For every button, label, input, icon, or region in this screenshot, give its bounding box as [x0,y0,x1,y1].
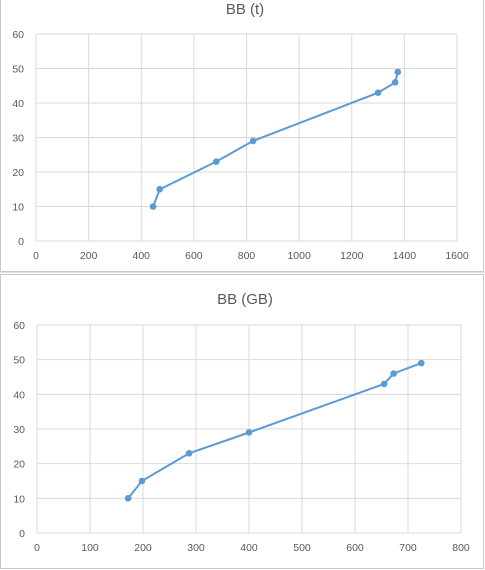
y-tick-label: 60 [13,320,25,332]
x-tick-label: 1400 [393,250,417,262]
data-point [245,429,253,436]
y-tick-label: 20 [13,459,25,471]
y-tick-label: 40 [13,389,25,401]
x-tick-label: 800 [238,250,256,262]
data-point [380,380,388,388]
y-tick-label: 30 [13,424,25,436]
x-tick-label: 200 [134,542,152,554]
x-tick-label: 400 [132,250,150,262]
x-tick-label: 600 [185,250,203,262]
data-point [124,495,132,502]
data-point [417,359,425,367]
x-tick-label: 1200 [340,250,364,262]
y-tick-label: 10 [13,493,25,505]
y-tick-label: 50 [13,355,25,367]
data-point [156,185,163,193]
y-tick-label: 30 [12,133,24,145]
data-point [374,89,382,96]
series-line [152,71,399,207]
x-tick-label: 200 [80,250,98,262]
x-tick-label: 700 [399,542,417,554]
x-tick-label: 0 [34,542,40,554]
sheet-gridline [0,272,485,273]
data-point [149,203,157,210]
series-line [127,362,422,499]
chart-bb-t[interactable]: BB (t) 0 10 20 30 40 50 60 0 200 400 600 800 1000 120… [0,0,484,272]
data-point [185,449,193,457]
y-tick-label: 50 [12,64,24,76]
y-tick-label: 0 [19,528,25,540]
x-tick-label: 1000 [287,250,311,262]
x-tick-label: 500 [293,542,311,554]
x-tick-label: 800 [452,542,470,554]
x-tick-label: 400 [240,542,258,554]
y-tick-label: 0 [18,236,24,248]
x-tick-label: 600 [346,542,364,554]
data-point [394,68,402,76]
x-tick-label: 1600 [445,250,469,262]
y-tick-label: 60 [12,29,24,41]
y-tick-label: 40 [12,98,24,110]
x-tick-label: 0 [33,250,39,262]
data-point [249,137,257,145]
chart-title: BB (t) [226,1,264,18]
chart-bb-gb[interactable]: BB (GB) 0 10 20 30 40 50 60 0 100 200 300 400 500 600… [0,274,484,569]
y-tick-label: 10 [12,202,24,214]
x-tick-label: 100 [81,542,99,554]
data-point [138,477,146,485]
data-point [390,370,397,377]
chart-title: BB (GB) [217,291,273,308]
x-tick-label: 300 [187,542,205,554]
data-point [391,79,399,86]
y-tick-label: 20 [12,167,24,179]
data-point [212,158,220,165]
